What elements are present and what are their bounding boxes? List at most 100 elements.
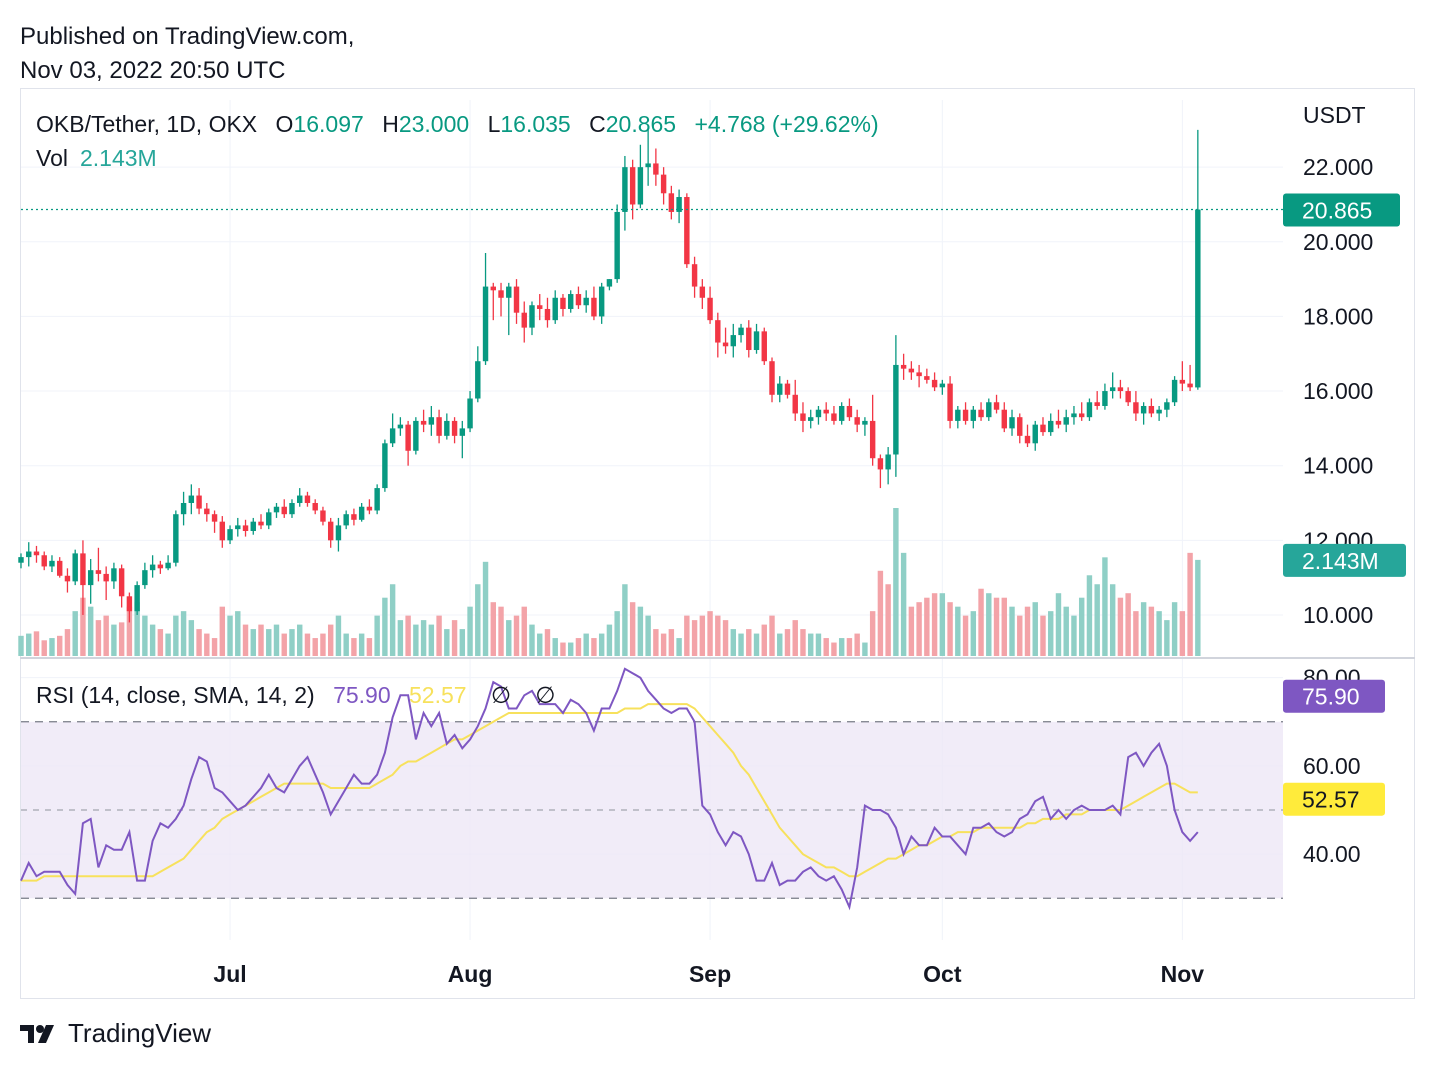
volume-bar bbox=[537, 633, 543, 656]
candle-body bbox=[188, 495, 195, 504]
volume-bar bbox=[970, 611, 977, 656]
candle-body bbox=[118, 568, 125, 597]
candle-body bbox=[1140, 405, 1147, 414]
candle-body bbox=[459, 428, 466, 436]
volume-bar bbox=[1086, 575, 1093, 656]
candle-body bbox=[33, 551, 40, 556]
open-label: O bbox=[275, 111, 294, 137]
candle-body bbox=[513, 286, 520, 313]
candle-body bbox=[64, 575, 71, 582]
volume-bar bbox=[180, 611, 187, 656]
candle-body bbox=[583, 297, 589, 306]
candle bbox=[537, 294, 543, 321]
rsi-legend-extra-2: ∅ bbox=[535, 682, 556, 708]
candle-body bbox=[157, 564, 164, 569]
candle-body bbox=[931, 379, 938, 388]
candle-body bbox=[955, 409, 961, 421]
candle-body bbox=[250, 521, 256, 531]
volume-bar bbox=[529, 624, 535, 656]
volume-bar bbox=[993, 597, 1000, 656]
candle bbox=[986, 398, 992, 421]
candle-body bbox=[451, 420, 458, 436]
rsi-sma-line bbox=[21, 703, 1198, 882]
volume-bar bbox=[908, 606, 915, 656]
candle-body bbox=[900, 364, 907, 369]
candle bbox=[653, 148, 659, 186]
candle bbox=[498, 282, 504, 317]
candle bbox=[753, 323, 760, 354]
volume-bar bbox=[815, 633, 822, 656]
high-label: H bbox=[382, 111, 399, 137]
candle-body bbox=[258, 521, 264, 526]
volume-bar bbox=[986, 593, 992, 656]
candle-body bbox=[80, 553, 86, 586]
candle-body bbox=[266, 512, 272, 526]
tradingview-logo-text: TradingView bbox=[68, 1018, 212, 1048]
candle bbox=[188, 484, 195, 515]
candle bbox=[149, 555, 156, 578]
candle bbox=[18, 553, 24, 569]
candle bbox=[707, 286, 713, 324]
volume-bar bbox=[900, 552, 907, 656]
tradingview-logo[interactable]: TradingView bbox=[20, 1018, 211, 1049]
candle bbox=[211, 510, 218, 533]
volume-bar bbox=[885, 584, 891, 656]
candle bbox=[482, 252, 489, 365]
volume-bar bbox=[823, 638, 829, 656]
candle bbox=[250, 517, 256, 535]
candle-body bbox=[684, 197, 690, 265]
candle-body bbox=[227, 529, 233, 541]
volume-bar bbox=[738, 633, 744, 656]
time-tick-label: Aug bbox=[448, 961, 493, 987]
candle bbox=[1086, 398, 1093, 421]
symbol-label: OKB/Tether, 1D, OKX bbox=[36, 111, 258, 137]
volume-legend: Vol 2.143M bbox=[36, 145, 161, 172]
candle-body bbox=[738, 327, 744, 336]
candle bbox=[1024, 424, 1031, 448]
rsi-tick-label: 60.00 bbox=[1303, 753, 1361, 779]
volume-bar bbox=[831, 642, 837, 656]
candle-body bbox=[95, 570, 102, 574]
time-tick-label: Jul bbox=[213, 961, 246, 987]
candle-body bbox=[676, 197, 682, 212]
volume-bar bbox=[451, 620, 458, 656]
candle-body bbox=[537, 305, 543, 309]
candle bbox=[738, 323, 744, 343]
volume-bar bbox=[289, 629, 295, 656]
candle bbox=[637, 144, 644, 209]
volume-bar bbox=[707, 611, 713, 656]
volume-bar bbox=[784, 629, 791, 656]
candle bbox=[358, 503, 365, 522]
candle-body bbox=[792, 394, 798, 414]
volume-bar bbox=[80, 597, 86, 656]
price-axis-unit: USDT bbox=[1303, 102, 1366, 128]
volume-bar bbox=[467, 606, 473, 656]
volume-bar bbox=[777, 633, 783, 656]
candle bbox=[374, 484, 380, 515]
candle bbox=[939, 379, 946, 395]
candle bbox=[529, 301, 535, 336]
last-price-tag bbox=[1283, 193, 1400, 227]
volume-bar bbox=[397, 620, 404, 656]
candle bbox=[1048, 413, 1054, 436]
candle-body bbox=[180, 503, 187, 515]
candle bbox=[583, 290, 589, 313]
candle bbox=[970, 405, 977, 429]
volume-bar bbox=[955, 606, 961, 656]
candle bbox=[575, 286, 582, 309]
candle-body bbox=[235, 525, 241, 530]
candle bbox=[1109, 372, 1116, 399]
volume-bar bbox=[699, 615, 706, 656]
candle bbox=[761, 327, 767, 365]
candle bbox=[327, 517, 334, 548]
candle bbox=[1179, 361, 1186, 392]
volume-bar bbox=[1117, 597, 1124, 656]
candle bbox=[567, 290, 574, 313]
volume-bar bbox=[219, 606, 226, 656]
candle bbox=[467, 391, 473, 433]
candle bbox=[877, 454, 884, 489]
candles bbox=[18, 129, 1201, 623]
volume-bar bbox=[1140, 602, 1147, 656]
volume-bar bbox=[1102, 557, 1108, 656]
